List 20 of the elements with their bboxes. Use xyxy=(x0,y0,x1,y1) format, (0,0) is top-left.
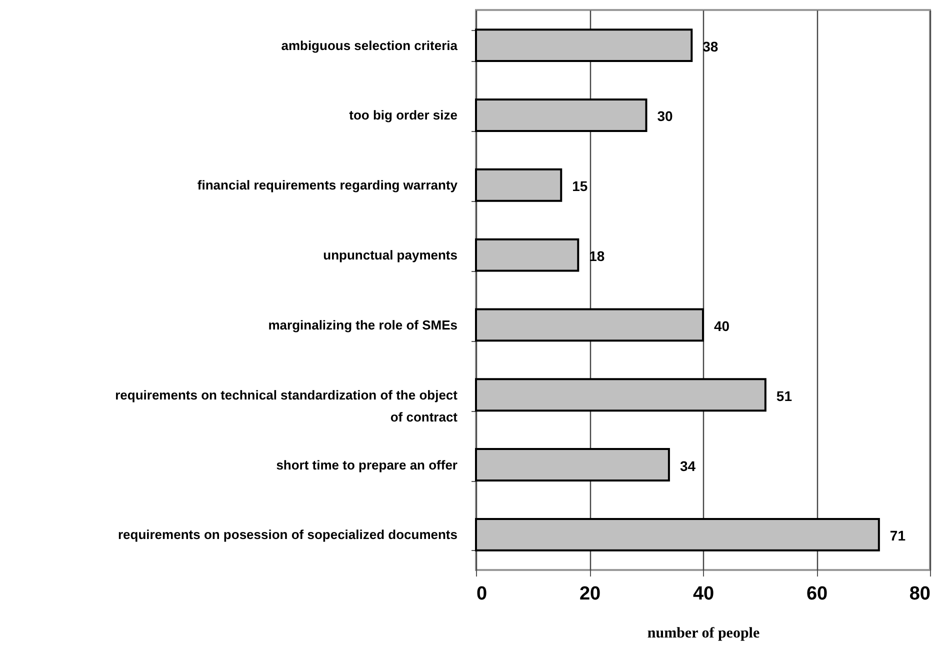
data-label: 40 xyxy=(714,318,730,334)
y-tick-label: short time to prepare an offer xyxy=(276,457,458,472)
y-tick-label: unpunctual payments xyxy=(323,248,458,263)
x-axis-title: number of people xyxy=(647,626,760,642)
data-label: 15 xyxy=(572,178,588,194)
x-tick-label: 40 xyxy=(692,584,714,604)
y-tick-label: requirements on technical standardization of the object of contract xyxy=(115,387,458,424)
data-label: 51 xyxy=(776,388,792,404)
x-tick-label: 80 xyxy=(909,584,930,604)
data-label: 30 xyxy=(657,108,674,124)
y-tick-label: ambiguous selection criteria xyxy=(281,38,458,53)
y-tick-label: too big order size xyxy=(349,108,458,123)
x-tick-label: 20 xyxy=(579,584,601,604)
y-tick-label: marginalizing the role of SMEs xyxy=(268,317,458,332)
y-tick-label: requirements on posession of sopecialized documents xyxy=(118,527,458,542)
data-label: 71 xyxy=(890,528,906,544)
x-tick-label: 60 xyxy=(806,584,828,604)
data-label: 34 xyxy=(680,458,696,474)
y-tick-label: financial requirements regarding warranty xyxy=(197,178,458,193)
x-tick-label: 0 xyxy=(476,584,488,604)
